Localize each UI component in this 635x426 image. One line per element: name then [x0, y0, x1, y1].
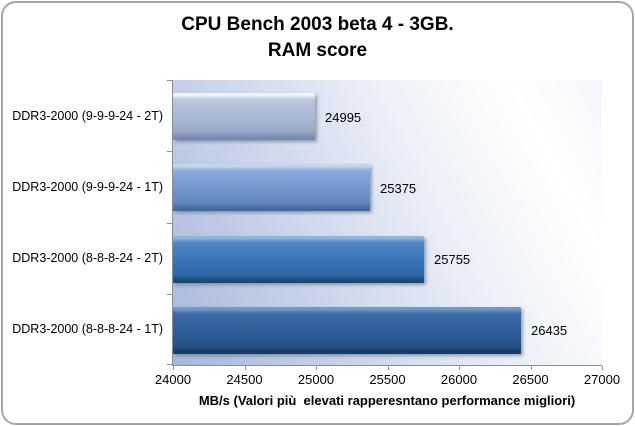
category-label-1: DDR3-2000 (9-9-9-24 - 1T)	[12, 179, 163, 194]
x-axis-title: MB/s (Valori più elevati rapperesntano p…	[198, 393, 576, 408]
bar-value-label: 26435	[531, 323, 568, 339]
y-axis-tick	[167, 293, 172, 295]
x-axis-tick	[387, 366, 389, 370]
bar-2	[173, 235, 424, 283]
bar-value-label: 25375	[380, 180, 417, 196]
y-axis-tick	[167, 151, 172, 153]
chart-title-line1: CPU Bench 2003 beta 4 - 3GB.	[181, 14, 454, 35]
bar-value-label: 25755	[434, 252, 471, 268]
y-axis-tick	[167, 364, 172, 365]
x-axis-tick-label: 24500	[226, 372, 263, 387]
x-axis-tick	[530, 366, 532, 370]
chart-title-line2: RAM score	[267, 40, 368, 61]
x-axis-tick-label: 24000	[154, 372, 192, 387]
category-label-3: DDR3-2000 (8-8-8-24 - 1T)	[12, 322, 163, 337]
x-axis-tick-label: 25500	[369, 372, 406, 387]
x-axis-tick	[459, 366, 460, 370]
x-axis-tick	[173, 366, 174, 370]
category-label-0: DDR3-2000 (9-9-9-24 - 2T)	[12, 108, 163, 123]
x-axis-tick-label: 26000	[440, 372, 478, 387]
x-axis-tick	[316, 366, 317, 370]
x-axis-tick	[602, 366, 603, 370]
x-axis-tick-label: 25000	[297, 372, 335, 387]
bar-0	[173, 93, 315, 141]
bar-value-label: 24995	[325, 109, 362, 125]
x-axis-tick-label: 26500	[512, 372, 549, 387]
category-label-2: DDR3-2000 (8-8-8-24 - 2T)	[12, 251, 163, 266]
bar-3	[173, 306, 521, 354]
plot-area: 24995 25375 25755 26435 24000 24500 25000 25500…	[155, 80, 620, 387]
x-axis-tick-label: 27000	[583, 372, 621, 387]
y-axis-tick	[167, 222, 172, 224]
y-axis-tick	[167, 80, 172, 81]
x-axis-tick	[244, 366, 246, 370]
bar-1	[173, 164, 370, 212]
chart-title: CPU Bench 2003 beta 4 - 3GB. RAM score	[3, 12, 632, 64]
